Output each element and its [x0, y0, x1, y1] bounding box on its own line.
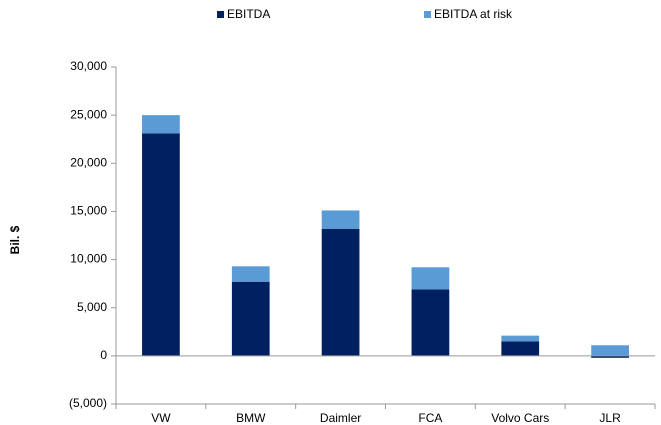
legend-swatch	[424, 11, 431, 18]
y-tick-label: 20,000	[70, 155, 107, 169]
bar-segment	[501, 335, 540, 342]
y-tick-label: 0	[100, 348, 107, 362]
y-tick-label: 5,000	[77, 300, 107, 314]
bar-segment	[411, 267, 450, 290]
y-axis-label: Bil. $	[8, 225, 22, 254]
x-tick-label: Daimler	[320, 411, 361, 425]
bar-segment	[321, 210, 360, 229]
x-tick-label: JLR	[599, 411, 621, 425]
bar-segment	[591, 345, 629, 356]
legend-label: EBITDA at risk	[434, 7, 513, 21]
y-tick-label: 15,000	[70, 204, 107, 218]
bar-segment	[321, 228, 360, 356]
x-tick-label: BMW	[236, 411, 266, 425]
x-tick-label: FCA	[418, 411, 442, 425]
legend-label: EBITDA	[227, 7, 270, 21]
bar-segment	[591, 355, 629, 358]
x-tick-label: Volvo Cars	[491, 411, 549, 425]
bar-segment	[231, 266, 270, 282]
y-tick-label: (5,000)	[69, 396, 107, 410]
y-tick-label: 25,000	[70, 107, 107, 121]
bar-segment	[231, 281, 270, 356]
bar-segment	[501, 341, 540, 356]
y-tick-label: 10,000	[70, 252, 107, 266]
bar-segment	[142, 133, 180, 356]
y-tick-label: 30,000	[70, 59, 107, 73]
bar-segment	[142, 115, 180, 134]
legend-swatch	[217, 11, 224, 18]
bar-segment	[411, 289, 450, 356]
x-tick-label: VW	[151, 411, 171, 425]
